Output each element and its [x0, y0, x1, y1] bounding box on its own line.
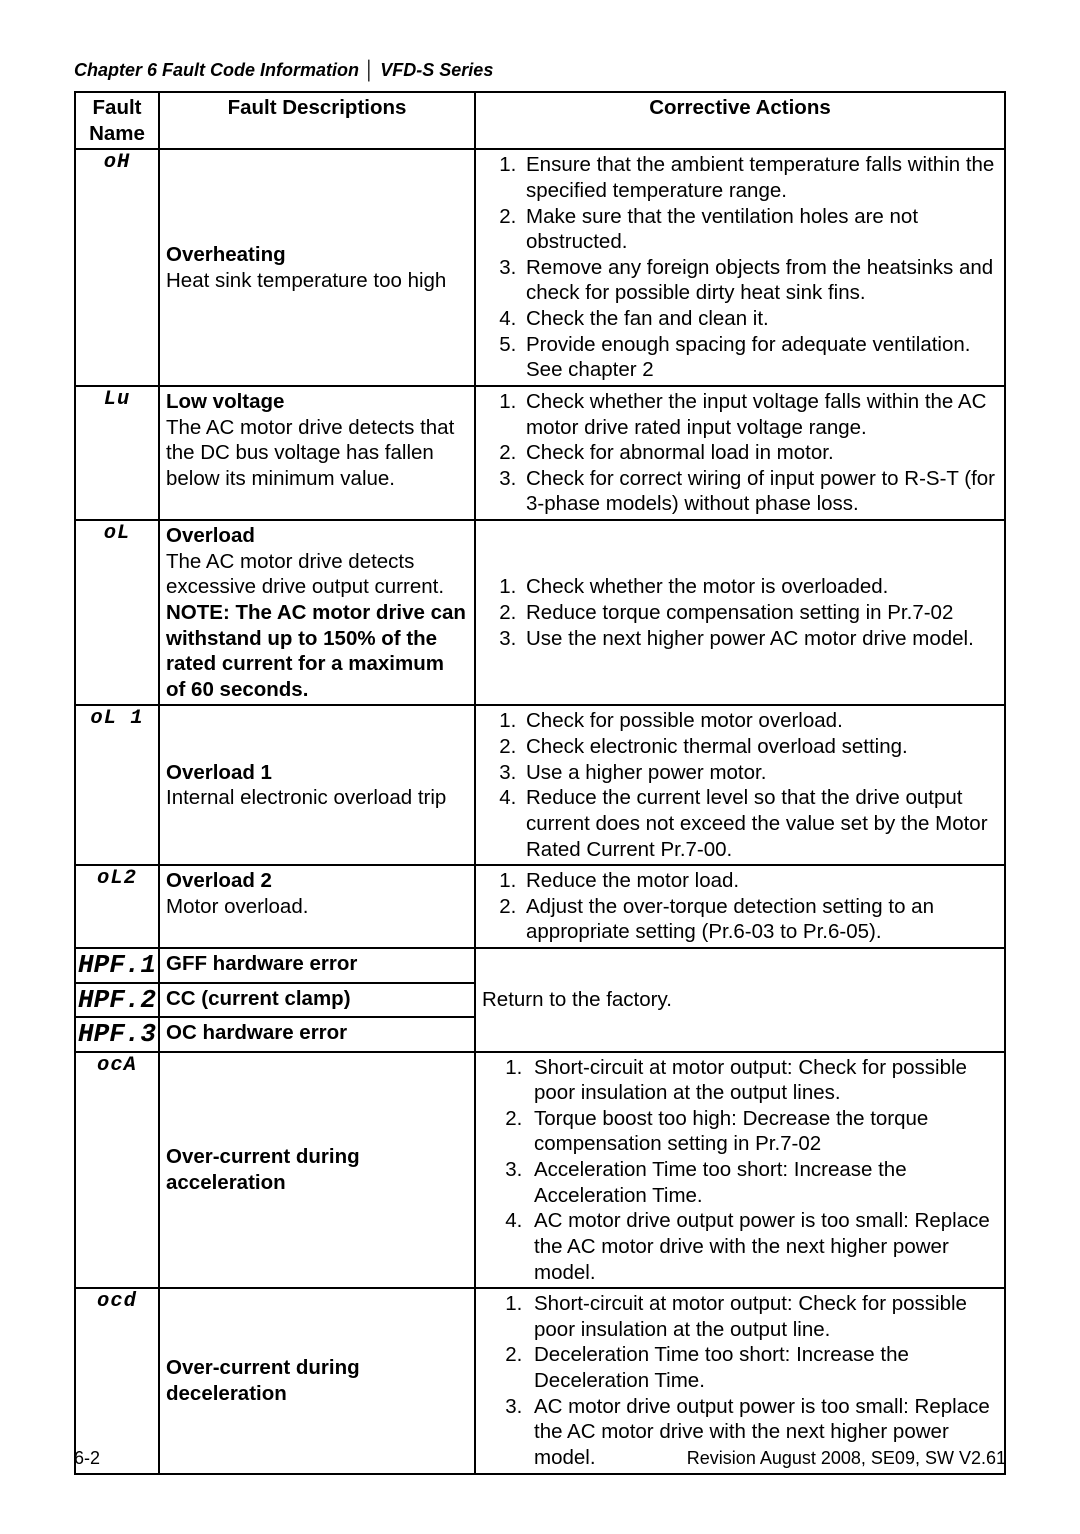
- fault-desc: Overheating Heat sink temperature too hi…: [159, 149, 475, 386]
- fault-desc: Over-current during deceleration: [159, 1288, 475, 1473]
- table-row: HPF.1 GFF hardware error Return to the f…: [75, 948, 1005, 983]
- table-row: oL2 Overload 2 Motor overload. Reduce th…: [75, 865, 1005, 948]
- page-content: Chapter 6 Fault Code Information │ VFD-S…: [0, 0, 1080, 1475]
- fault-table: FaultName Fault Descriptions Corrective …: [74, 91, 1006, 1475]
- fault-name-HPF1: HPF.1: [75, 948, 159, 983]
- fault-actions: Check for possible motor overload. Check…: [475, 705, 1005, 865]
- fault-name-Lu: Lu: [75, 386, 159, 520]
- fault-name-oL2: oL2: [75, 865, 159, 948]
- header-fault-name: FaultName: [75, 92, 159, 149]
- fault-name-ocA: ocA: [75, 1052, 159, 1289]
- fault-actions: Return to the factory.: [475, 948, 1005, 1052]
- table-row: oH Overheating Heat sink temperature too…: [75, 149, 1005, 386]
- fault-name-HPF2: HPF.2: [75, 983, 159, 1018]
- revision-info: Revision August 2008, SE09, SW V2.61: [687, 1448, 1006, 1469]
- chapter-title: Chapter 6 Fault Code Information: [74, 60, 359, 80]
- header-corrective-actions: Corrective Actions: [475, 92, 1005, 149]
- fault-actions: Ensure that the ambient temperature fall…: [475, 149, 1005, 386]
- fault-desc: Overload 1 Internal electronic overload …: [159, 705, 475, 865]
- fault-name-HPF3: HPF.3: [75, 1017, 159, 1052]
- table-row: oL Overload The AC motor drive detects e…: [75, 520, 1005, 705]
- fault-name-oL: oL: [75, 520, 159, 705]
- table-row: ocd Over-current during deceleration Sho…: [75, 1288, 1005, 1473]
- fault-actions: Check whether the motor is overloaded. R…: [475, 520, 1005, 705]
- fault-desc: Low voltage The AC motor drive detects t…: [159, 386, 475, 520]
- chapter-header: Chapter 6 Fault Code Information │ VFD-S…: [74, 60, 1006, 81]
- series-title: VFD-S Series: [380, 60, 493, 80]
- fault-actions: Check whether the input voltage falls wi…: [475, 386, 1005, 520]
- fault-actions: Reduce the motor load. Adjust the over-t…: [475, 865, 1005, 948]
- fault-desc: Overload The AC motor drive detects exce…: [159, 520, 475, 705]
- header-fault-descriptions: Fault Descriptions: [159, 92, 475, 149]
- table-row: oL 1 Overload 1 Internal electronic over…: [75, 705, 1005, 865]
- fault-name-oL1: oL 1: [75, 705, 159, 865]
- fault-actions: Short-circuit at motor output: Check for…: [475, 1052, 1005, 1289]
- page-number: 6-2: [74, 1448, 100, 1469]
- fault-desc: CC (current clamp): [159, 983, 475, 1018]
- table-row: Lu Low voltage The AC motor drive detect…: [75, 386, 1005, 520]
- fault-name-oH: oH: [75, 149, 159, 386]
- page-footer: 6-2 Revision August 2008, SE09, SW V2.61: [74, 1448, 1006, 1469]
- fault-desc: Overload 2 Motor overload.: [159, 865, 475, 948]
- fault-name-ocd: ocd: [75, 1288, 159, 1473]
- fault-desc: GFF hardware error: [159, 948, 475, 983]
- fault-actions: Short-circuit at motor output: Check for…: [475, 1288, 1005, 1473]
- fault-desc: Over-current during acceleration: [159, 1052, 475, 1289]
- table-row: ocA Over-current during acceleration Sho…: [75, 1052, 1005, 1289]
- fault-desc: OC hardware error: [159, 1017, 475, 1052]
